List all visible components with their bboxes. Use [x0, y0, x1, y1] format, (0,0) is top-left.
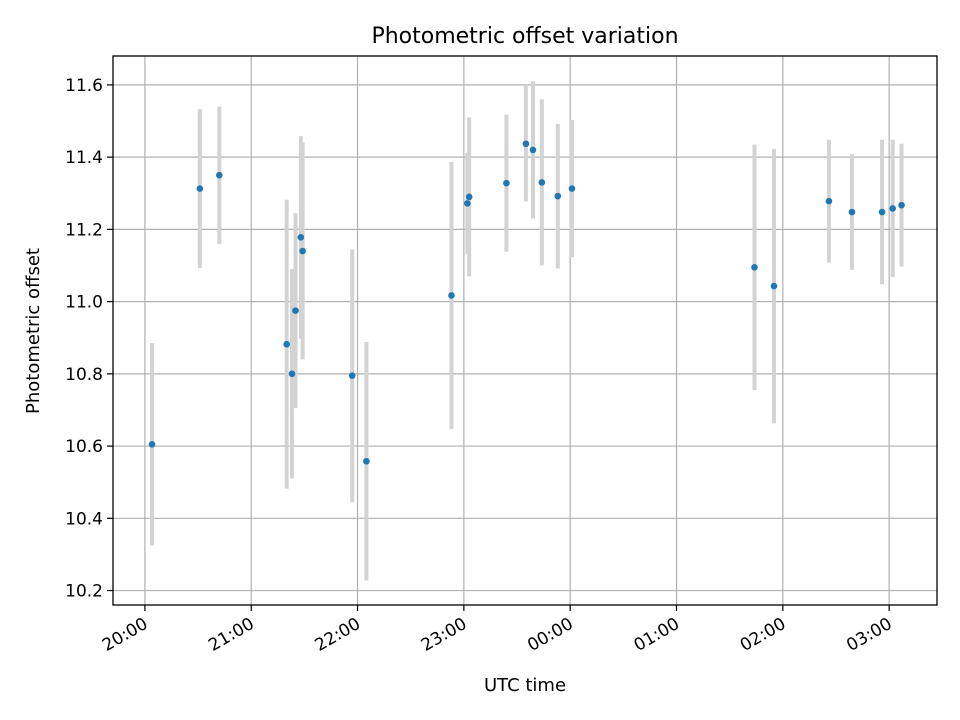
- data-point: [538, 179, 546, 186]
- y-axis-ticks: 10.2 10.4 10.6 10.8 11.0 11.2 11.4 11.6: [65, 76, 113, 602]
- data-point: [529, 146, 537, 154]
- chart-title: Photometric offset variation: [371, 24, 678, 49]
- data-point: [554, 192, 562, 200]
- data-point: [889, 205, 896, 212]
- y-tick-label: 10.6: [65, 437, 103, 457]
- y-axis-label: Photometric offset: [23, 248, 44, 414]
- y-tick-label: 11.6: [65, 76, 103, 96]
- data-point: [288, 370, 296, 378]
- data-point: [283, 340, 290, 348]
- data-point: [751, 263, 758, 271]
- data-point: [297, 234, 305, 241]
- data-point: [568, 185, 576, 192]
- data-point: [825, 197, 833, 205]
- plot-frame: [112, 55, 938, 606]
- data-points: [148, 140, 905, 465]
- data-point: [216, 171, 223, 179]
- data-point: [363, 457, 370, 465]
- y-tick-label: 11.4: [65, 148, 103, 168]
- data-point: [299, 247, 306, 255]
- data-point: [898, 201, 905, 209]
- grid: [113, 56, 937, 605]
- data-point: [878, 208, 886, 216]
- data-point: [448, 292, 455, 299]
- x-axis-label: UTC time: [484, 675, 566, 696]
- y-tick-label: 10.4: [65, 509, 103, 529]
- y-tick-label: 11.0: [65, 293, 103, 313]
- y-tick-label: 10.8: [65, 365, 103, 385]
- data-point: [522, 140, 530, 148]
- data-point: [196, 185, 204, 192]
- data-point: [464, 200, 471, 207]
- data-point: [148, 440, 156, 448]
- y-tick-label: 10.2: [65, 582, 103, 602]
- data-point: [348, 372, 356, 379]
- data-point: [848, 208, 856, 216]
- data-point: [770, 282, 778, 290]
- data-point: [503, 179, 510, 187]
- y-tick-label: 11.2: [65, 220, 103, 240]
- data-point: [292, 307, 299, 314]
- data-point: [465, 193, 473, 201]
